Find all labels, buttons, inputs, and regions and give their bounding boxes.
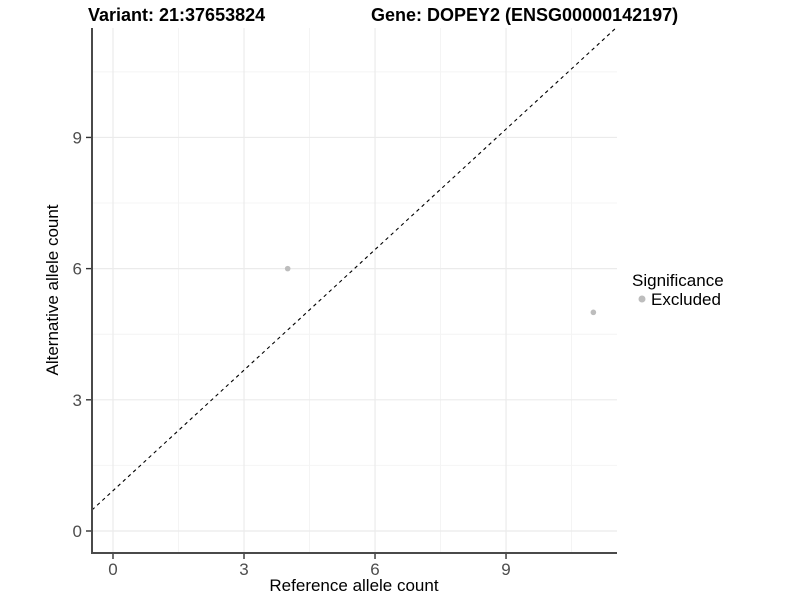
- x-tick-label: 9: [501, 560, 510, 579]
- y-tick-label: 0: [73, 522, 82, 541]
- y-tick-label: 9: [73, 128, 82, 147]
- y-tick-label: 6: [73, 260, 82, 279]
- legend-key-dot-icon: [638, 295, 646, 303]
- axis-lines: [91, 28, 617, 554]
- data-points: [284, 265, 597, 316]
- legend-title: Significance: [632, 271, 724, 290]
- x-tick-label: 6: [370, 560, 379, 579]
- x-axis-label: Reference allele count: [269, 576, 438, 595]
- axis-tick-marks: [86, 136, 507, 559]
- plot-title-variant: Variant: 21:37653824: [88, 5, 265, 25]
- y-tick-label: 3: [73, 391, 82, 410]
- legend: Significance Excluded: [632, 271, 724, 309]
- minor-gridlines: [92, 28, 617, 553]
- data-point: [590, 309, 597, 316]
- plot-title-gene: Gene: DOPEY2 (ENSG00000142197): [371, 5, 678, 25]
- data-point: [284, 265, 291, 272]
- major-gridlines: [92, 28, 617, 553]
- axis-tick-labels: 0 3 6 9 0 3 6 9: [73, 128, 511, 579]
- y-axis-label: Alternative allele count: [43, 204, 62, 375]
- x-tick-label: 3: [239, 560, 248, 579]
- x-tick-label: 0: [108, 560, 117, 579]
- legend-item-label: Excluded: [651, 290, 721, 309]
